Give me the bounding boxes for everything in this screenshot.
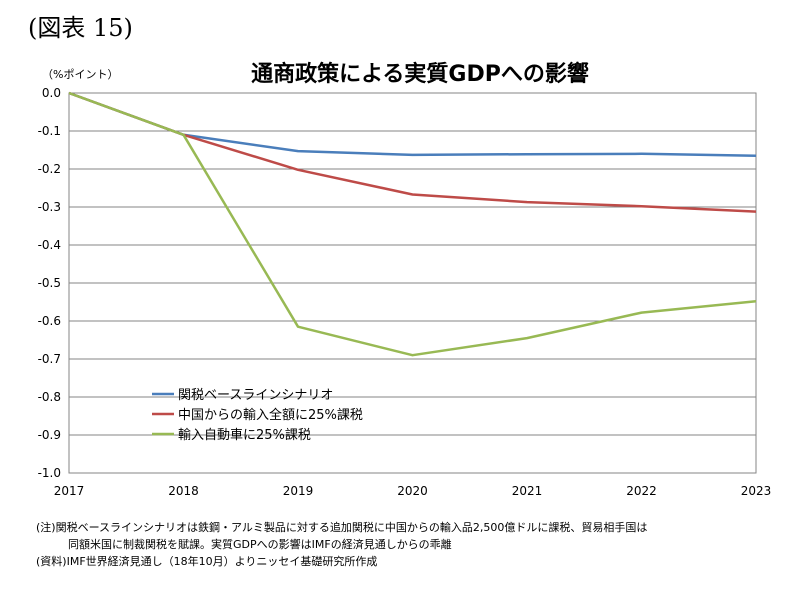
series-line-2 xyxy=(68,91,757,213)
y-tick-label: -0.3 xyxy=(38,200,61,214)
note-line-1: (注)関税ベースラインシナリオは鉄鋼・アルミ製品に対する追加関税に中国からの輸入… xyxy=(36,521,648,534)
y-tick-label: -0.6 xyxy=(38,314,61,328)
figure-label: (図表 15) xyxy=(28,14,133,42)
y-tick-label: -0.7 xyxy=(38,352,61,366)
series-line-1 xyxy=(68,91,757,157)
x-tick-label: 2017 xyxy=(54,484,85,498)
plot-area xyxy=(68,92,757,474)
x-tick-label: 2022 xyxy=(626,484,657,498)
legend-label-1: 関税ベースラインシナリオ xyxy=(178,388,333,403)
y-tick-label: -0.5 xyxy=(38,276,61,290)
y-tick-label: -0.1 xyxy=(38,124,61,138)
x-tick-label: 2023 xyxy=(741,484,772,498)
legend-label-2: 中国からの輸入全額に25%課税 xyxy=(178,407,363,423)
notes: (注)関税ベースラインシナリオは鉄鋼・アルミ製品に対する追加関税に中国からの輸入… xyxy=(36,519,647,570)
line-chart: 通商政策による実質GDPへの影響 （%ポイント） 0.0 -0.1 -0.2 -0.3… xyxy=(38,61,772,498)
note-line-2: 同額米国に制裁関税を賦課。実質GDPへの影響はIMFの経済見通しからの乖離 xyxy=(68,538,452,551)
y-tick-label: -0.4 xyxy=(38,238,61,252)
y-tick-label: -1.0 xyxy=(38,466,61,480)
source-line: (資料)IMF世界経済見通し（18年10月）よりニッセイ基礎研究所作成 xyxy=(36,555,378,568)
chart-title: 通商政策による実質GDPへの影響 xyxy=(251,61,589,87)
series-line-3 xyxy=(68,91,757,357)
x-tick-label: 2018 xyxy=(168,484,199,498)
y-tick-label: 0.0 xyxy=(42,86,61,100)
legend-label-3: 輸入自動車に25%課税 xyxy=(178,427,311,443)
x-tick-label: 2019 xyxy=(283,484,314,498)
y-tick-label: -0.8 xyxy=(38,390,61,404)
y-tick-label: -0.9 xyxy=(38,428,61,442)
x-tick-label: 2020 xyxy=(397,484,428,498)
y-tick-label: -0.2 xyxy=(38,162,61,176)
x-tick-label: 2021 xyxy=(512,484,543,498)
unit-label: （%ポイント） xyxy=(42,68,118,81)
